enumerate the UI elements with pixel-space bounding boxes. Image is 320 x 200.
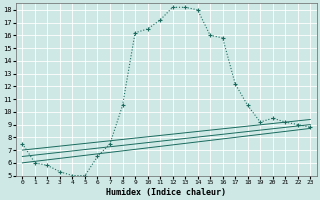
X-axis label: Humidex (Indice chaleur): Humidex (Indice chaleur) <box>106 188 226 197</box>
